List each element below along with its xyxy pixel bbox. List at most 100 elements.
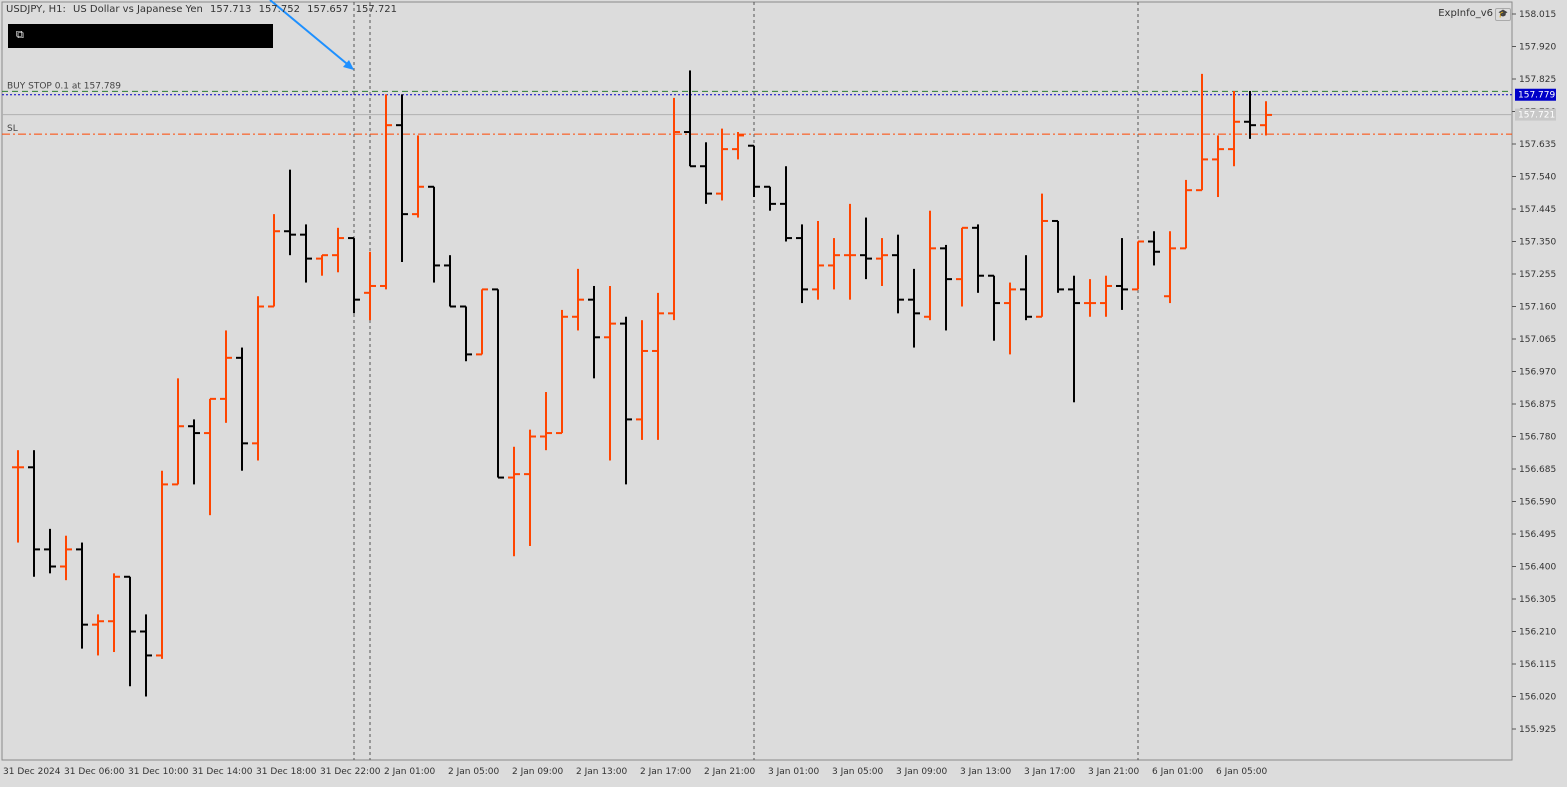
price-tag <box>1515 88 1556 101</box>
ohlc-bar <box>1020 255 1032 321</box>
ohlc-bar <box>604 285 616 461</box>
order-lines[interactable]: BUY STOP 0.1 at 157.789 SL <box>2 81 1512 135</box>
price-tick-label: 157.635 <box>1519 140 1556 150</box>
ohlc-bar <box>956 226 968 307</box>
ohlc-bar <box>460 305 472 362</box>
ohlc-bar <box>300 224 312 283</box>
ohlc-bar <box>940 244 952 331</box>
chart-header: USDJPY, H1: US Dollar vs Japanese Yen 15… <box>6 4 401 15</box>
graduation-cap-icon[interactable]: 🎓 <box>1495 8 1511 21</box>
ohlc-close: 157.721 <box>355 4 398 15</box>
ohlc-bar <box>876 238 888 286</box>
ohlc-bar <box>476 288 488 356</box>
arrow-head <box>343 60 354 70</box>
restore-window-icon[interactable]: ⧉ <box>16 28 24 41</box>
ohlc-high: 157.752 <box>258 4 300 15</box>
ohlc-bar <box>44 528 56 574</box>
price-tick-label: 156.210 <box>1519 628 1556 638</box>
price-tick-label: 156.780 <box>1519 433 1556 443</box>
ohlc-bar <box>492 288 504 479</box>
ohlc-bar <box>380 94 392 290</box>
ohlc-bar <box>556 309 568 435</box>
time-tick-label: 6 Jan 01:00 <box>1152 767 1204 777</box>
ohlc-bar <box>60 535 72 581</box>
ohlc-bar <box>540 392 552 451</box>
symbol-label: USDJPY, H1: <box>6 4 66 15</box>
time-tick-label: 2 Jan 17:00 <box>640 767 692 777</box>
price-tick-label: 157.920 <box>1519 43 1556 53</box>
price-tick-label: 157.350 <box>1519 238 1556 248</box>
ohlc-open: 157.713 <box>210 4 252 15</box>
ohlc-bar <box>524 429 536 546</box>
price-tick-label: 158.015 <box>1519 10 1556 20</box>
trade-panel[interactable]: ⧉ <box>8 24 273 48</box>
ohlc-bar <box>988 274 1000 341</box>
ohlc-bar <box>668 97 680 321</box>
time-tick-label: 31 Dec 06:00 <box>64 767 125 777</box>
ohlc-bar <box>1052 219 1064 293</box>
arrow-line[interactable] <box>269 0 353 69</box>
ohlc-bar <box>1212 135 1224 198</box>
ohlc-bar <box>620 316 632 485</box>
ohlc-bar <box>236 347 248 471</box>
ohlc-bar <box>412 135 424 218</box>
ohlc-bar <box>812 220 824 300</box>
time-tick-label: 31 Dec 2024 <box>3 767 61 777</box>
time-tick-label: 31 Dec 18:00 <box>256 767 317 777</box>
price-tick-label: 157.445 <box>1519 205 1556 215</box>
ohlc-bar <box>28 450 40 577</box>
price-tick-label: 156.970 <box>1519 368 1556 378</box>
price-tag <box>1515 108 1556 121</box>
price-tick-label: 156.590 <box>1519 498 1556 508</box>
time-tick-label: 3 Jan 13:00 <box>960 767 1012 777</box>
ohlc-bar <box>1180 179 1192 250</box>
ohlc-bar <box>364 251 376 321</box>
price-tick-label: 156.305 <box>1519 595 1556 605</box>
time-tick-label: 3 Jan 01:00 <box>768 767 820 777</box>
price-tag-label: 157.779 <box>1518 91 1555 101</box>
ohlc-bar <box>444 255 456 308</box>
ohlc-bar <box>1132 240 1144 291</box>
ohlc-bar <box>796 224 808 304</box>
ohlc-bar <box>124 575 136 687</box>
ohlc-bar <box>684 70 696 168</box>
ohlc-bar <box>508 446 520 557</box>
ohlc-bar <box>172 378 184 486</box>
ohlc-bar <box>1244 90 1256 139</box>
ohlc-bar <box>716 128 728 201</box>
ohlc-bar <box>1068 275 1080 403</box>
price-axis: 158.015157.920157.825157.730157.635157.5… <box>1512 10 1556 735</box>
ohlc-bars <box>12 70 1272 697</box>
time-axis: 31 Dec 2024 31 Dec 06:00 31 Dec 10:00 31 De… <box>3 767 1268 777</box>
ohlc-bar <box>860 217 872 280</box>
session-separators <box>353 2 1139 760</box>
trend-arrow[interactable] <box>269 0 354 70</box>
price-tick-label: 156.400 <box>1519 563 1556 573</box>
time-tick-label: 3 Jan 21:00 <box>1088 767 1140 777</box>
ohlc-bar <box>1196 73 1208 192</box>
buy-stop-label: BUY STOP 0.1 at 157.789 <box>7 81 121 91</box>
price-tick-label: 156.115 <box>1519 660 1556 670</box>
ohlc-bar <box>700 142 712 204</box>
price-tick-label: 156.020 <box>1519 693 1556 703</box>
ohlc-bar <box>1228 90 1240 167</box>
ohlc-bar <box>1148 231 1160 266</box>
ohlc-bar <box>348 237 360 314</box>
ohlc-bar <box>92 614 104 656</box>
ohlc-bar <box>748 144 760 198</box>
ohlc-bar <box>316 254 328 276</box>
time-tick-label: 6 Jan 05:00 <box>1216 767 1268 777</box>
plot-frame <box>1 1 1513 761</box>
price-tick-label: 156.875 <box>1519 400 1556 410</box>
ohlc-bar <box>12 450 24 543</box>
price-tick-label: 157.540 <box>1519 173 1556 183</box>
ohlc-bar <box>284 169 296 256</box>
ohlc-bar <box>428 185 440 283</box>
ohlc-bar <box>1100 275 1112 317</box>
price-tick-label: 156.495 <box>1519 530 1556 540</box>
ohlc-bar <box>220 330 232 423</box>
ohlc-bar <box>140 614 152 697</box>
ohlc-bar <box>76 542 88 649</box>
